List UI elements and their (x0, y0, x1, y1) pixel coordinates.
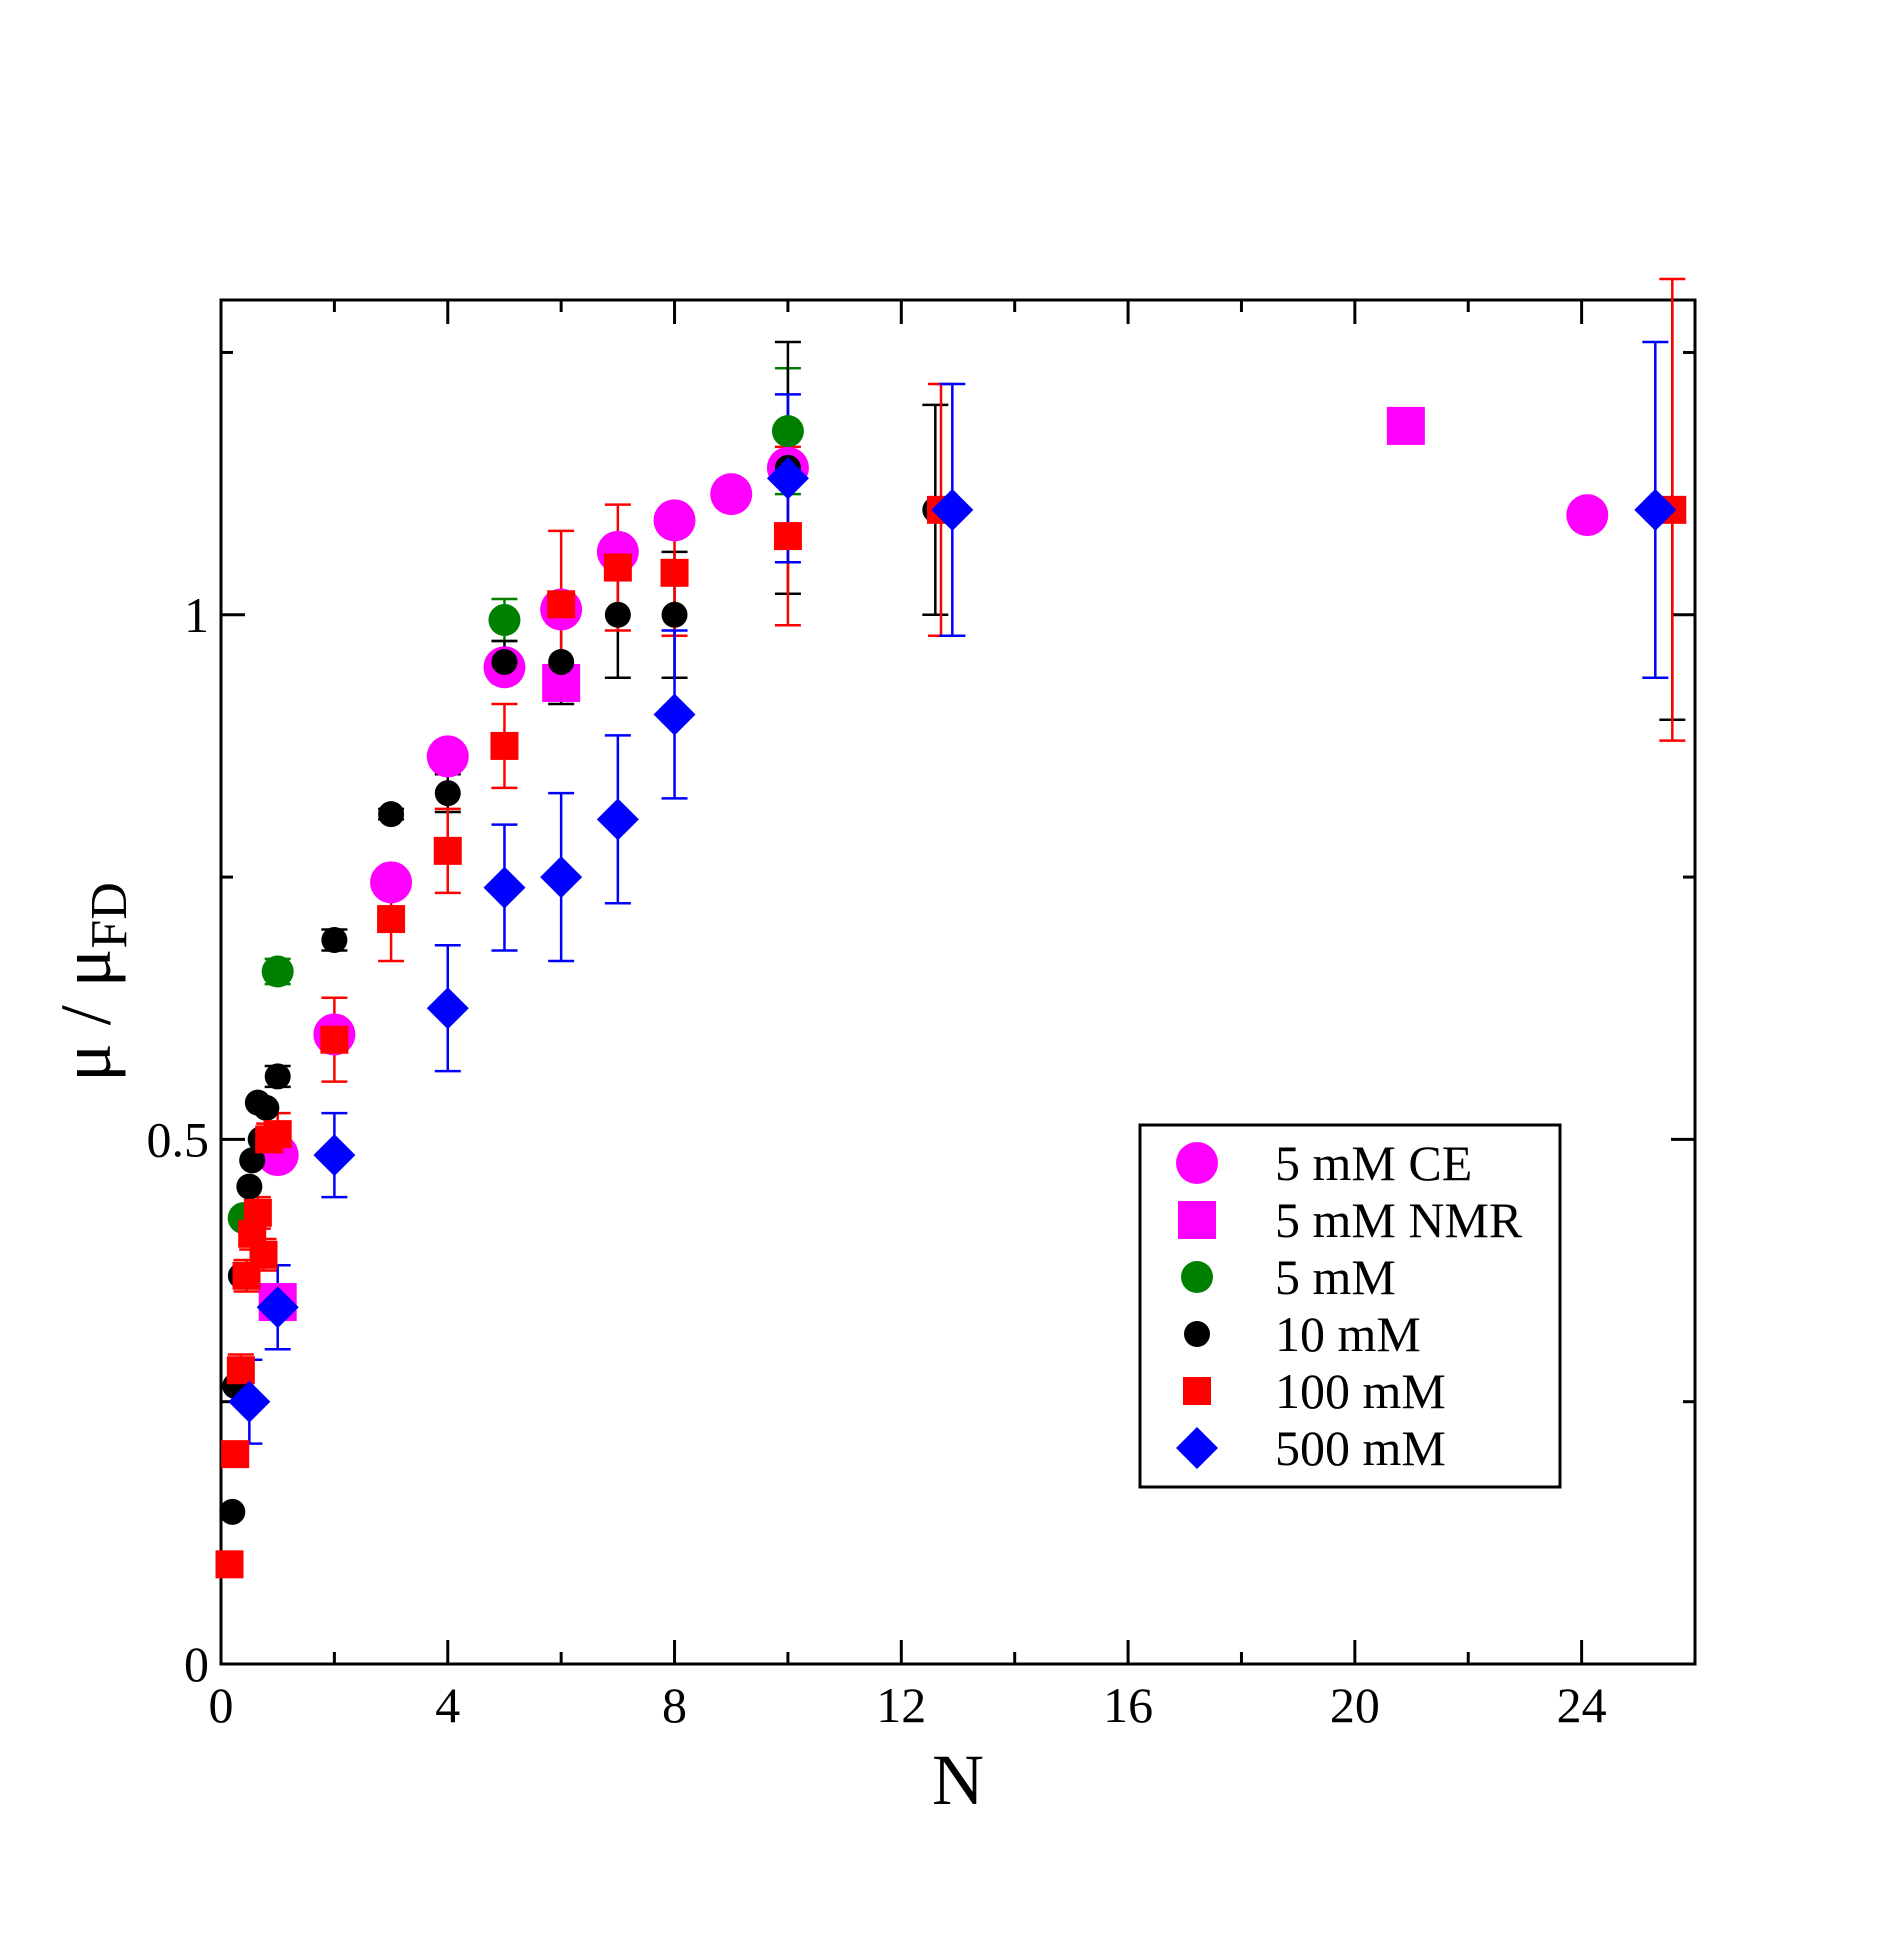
point-5-mm (488, 604, 521, 637)
legend-label-5-mm: 5 mM (1275, 1249, 1396, 1305)
point-500-mm (596, 798, 639, 841)
point-500-mm (426, 987, 469, 1030)
point-10-mm (219, 1498, 246, 1525)
point-5-mm-ce (426, 735, 469, 778)
y-axis-title-subscript: FD (81, 882, 138, 948)
data-marks (215, 406, 1687, 1579)
legend-marker-500-mm (1176, 1427, 1218, 1469)
plot-frame (219, 298, 1697, 1666)
point-5-mm-ce (1566, 494, 1609, 537)
point-100-mm (226, 1356, 255, 1385)
point-500-mm (540, 856, 583, 899)
x-tick-label: 20 (1330, 1677, 1380, 1733)
point-500-mm (931, 488, 974, 531)
x-axis-title: N (932, 1740, 984, 1820)
point-500-mm (483, 866, 526, 909)
y-tick-label: 1 (184, 587, 209, 643)
point-10-mm (239, 1147, 266, 1174)
point-500-mm (653, 693, 696, 736)
x-tick-label: 4 (435, 1677, 460, 1733)
x-tick-label: 16 (1103, 1677, 1153, 1733)
point-10-mm (321, 927, 348, 954)
legend-label-100-mm: 100 mM (1275, 1363, 1446, 1419)
point-500-mm (228, 1380, 271, 1423)
point-100-mm (433, 836, 462, 865)
point-500-mm (256, 1286, 299, 1329)
point-100-mm (773, 522, 802, 551)
y-tick-label: 0 (184, 1636, 209, 1692)
point-10-mm (434, 780, 461, 807)
point-10-mm (661, 601, 688, 628)
y-axis-title: μ / μFD (46, 882, 138, 1082)
point-10-mm (604, 601, 631, 628)
point-10-mm (378, 801, 405, 828)
point-100-mm (221, 1440, 250, 1469)
point-5-mm-nmr (1386, 406, 1425, 445)
x-tick-label: 8 (662, 1677, 687, 1733)
legend-label-5-mm-ce: 5 mM CE (1275, 1135, 1472, 1191)
point-100-mm (320, 1025, 349, 1054)
x-tick-label: 12 (876, 1677, 926, 1733)
point-5-mm (261, 955, 294, 988)
point-10-mm (491, 648, 518, 675)
legend-marker-100-mm (1183, 1377, 1211, 1405)
point-100-mm (603, 553, 632, 582)
point-500-mm (313, 1134, 356, 1177)
svg-text:μ / μFD: μ / μFD (46, 882, 138, 1082)
y-tick-label: 0.5 (147, 1111, 210, 1167)
point-100-mm (377, 905, 406, 934)
point-100-mm (263, 1120, 292, 1149)
point-100-mm (249, 1240, 278, 1269)
point-500-mm (1634, 488, 1677, 531)
axis-ticks (219, 300, 1695, 1666)
point-5-mm-ce (370, 861, 413, 904)
point-5-mm-ce (653, 499, 696, 542)
x-tick-label: 24 (1557, 1677, 1607, 1733)
point-10-mm (253, 1094, 280, 1121)
point-10-mm (236, 1173, 263, 1200)
point-100-mm (547, 590, 576, 619)
point-100-mm (215, 1550, 244, 1579)
point-100-mm (490, 731, 519, 760)
point-5-mm (771, 415, 804, 448)
legend-label-500-mm: 500 mM (1275, 1420, 1446, 1476)
y-axis-title-main: μ / μ (46, 949, 126, 1082)
legend-marker-10-mm (1184, 1321, 1210, 1347)
legend-box (1138, 1123, 1562, 1489)
point-500-mm (766, 457, 809, 500)
legend-marker-5-mm-ce (1176, 1142, 1218, 1184)
x-tick-label: 0 (209, 1677, 234, 1733)
point-10-mm (548, 648, 575, 675)
legend-marker-5-mm-nmr (1178, 1201, 1216, 1239)
legend-marker-5-mm (1181, 1261, 1213, 1293)
point-5-mm-ce (710, 473, 753, 516)
point-100-mm (243, 1198, 272, 1227)
legend-label-10-mm: 10 mM (1275, 1306, 1421, 1362)
axis-tick-labels: 0 4 8 12 16 20 24 0 0.5 1 (147, 587, 1607, 1733)
point-100-mm (660, 558, 689, 587)
legend-label-5-mm-nmr: 5 mM NMR (1275, 1192, 1523, 1248)
point-10-mm (264, 1063, 291, 1090)
